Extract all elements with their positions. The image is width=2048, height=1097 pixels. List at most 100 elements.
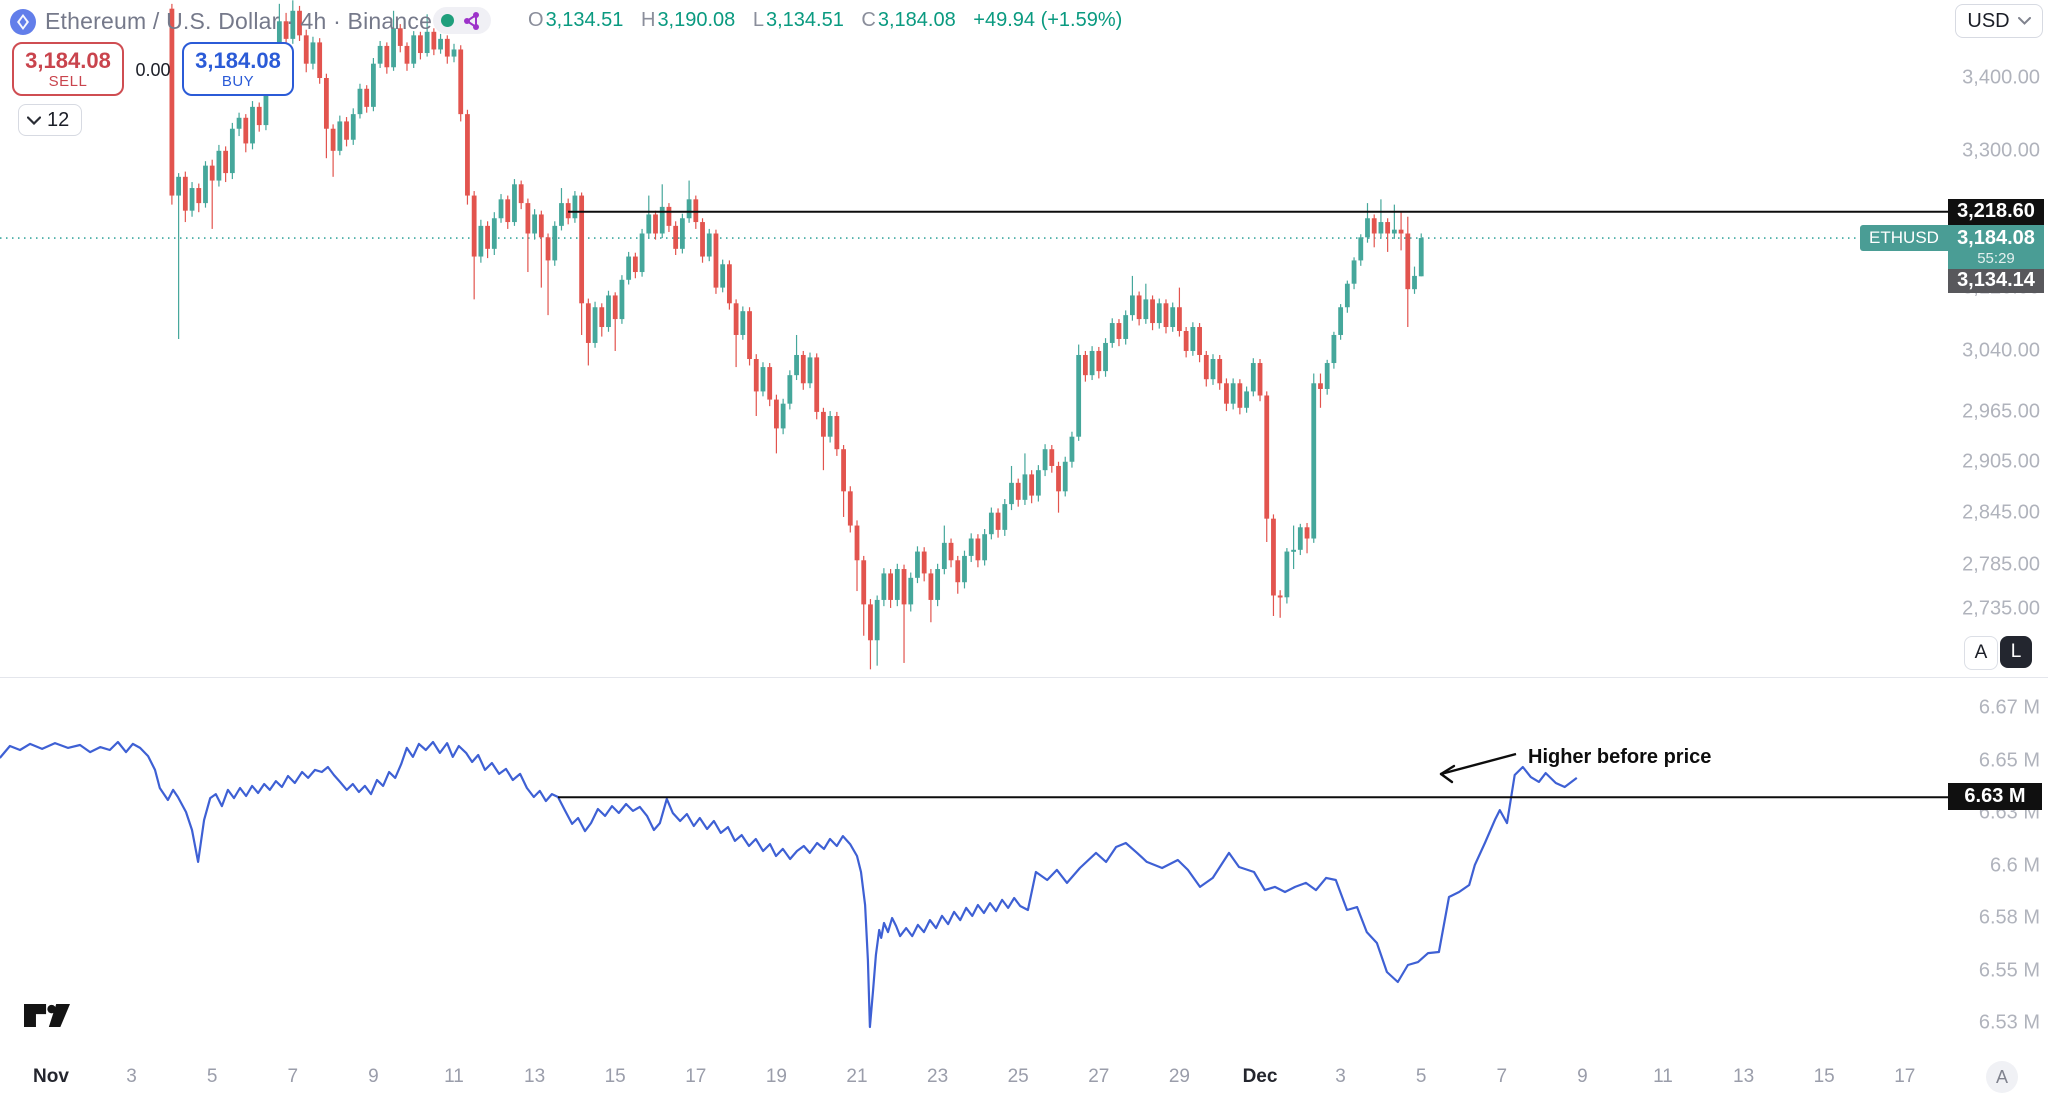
candlestick	[1418, 238, 1424, 277]
buy-button[interactable]: 3,184.08 BUY	[182, 42, 294, 96]
candlestick	[1344, 283, 1350, 308]
candlestick	[444, 38, 450, 57]
candlestick	[1351, 260, 1357, 284]
candlestick	[606, 295, 611, 328]
resistance-price-tag: 3,218.60	[1948, 198, 2044, 225]
candlestick	[243, 117, 249, 144]
candlestick	[525, 203, 531, 234]
supply-line-tag: 6.63 M	[1948, 783, 2042, 811]
candlestick	[632, 256, 638, 273]
time-axis-label: 5	[1415, 1066, 1427, 1087]
candlestick	[1035, 470, 1041, 496]
supply-axis-label: 6.65 M	[1978, 749, 2040, 771]
candlestick	[471, 195, 477, 257]
candlestick	[1291, 549, 1297, 552]
candlestick	[532, 214, 538, 234]
candlestick	[626, 256, 632, 280]
candlestick	[968, 538, 974, 556]
time-axis-label: 25	[1007, 1066, 1029, 1087]
status-pill[interactable]	[433, 7, 491, 34]
log-scale-button[interactable]: L	[2000, 636, 2032, 668]
candlestick	[888, 573, 893, 600]
auto-scale-button[interactable]: A	[1964, 636, 1998, 670]
candlestick	[1150, 299, 1155, 324]
symbol-header: Ethereum / U.S. Dollar · 4h · Binance	[10, 8, 432, 35]
candlestick	[263, 85, 269, 126]
candlestick	[1224, 383, 1229, 404]
candlestick	[1378, 222, 1384, 234]
candlestick	[733, 303, 739, 335]
price-axis-label: 3,300.00	[1962, 139, 2040, 162]
time-axis-label: 9	[368, 1066, 379, 1087]
candlestick	[1029, 474, 1035, 496]
time-axis[interactable]: Nov 3 5 7 9 11 13 15 17 19 21 23 25 27 29 Dec 3 5 7 9 11 13 15…	[0, 1060, 2048, 1097]
time-axis-label: 23	[927, 1066, 949, 1087]
supply-axis-label: 6.6 M	[1989, 854, 2040, 876]
annotation-arrow[interactable]	[1440, 752, 1517, 776]
chevron-down-icon	[27, 115, 41, 125]
high-label: H	[640, 9, 656, 31]
time-axis-label: 3	[126, 1066, 137, 1087]
candlestick	[720, 264, 726, 288]
candlestick	[1197, 327, 1202, 355]
interval-value: 12	[47, 108, 70, 131]
candlestick	[1358, 237, 1364, 261]
time-axis-label: 11	[1653, 1066, 1673, 1087]
candlestick	[559, 203, 564, 226]
candlestick	[579, 195, 585, 304]
time-axis-label: 5	[206, 1066, 218, 1087]
candlestick	[847, 491, 853, 526]
candlestick	[498, 199, 504, 219]
candlestick	[323, 78, 329, 129]
annotation-text[interactable]: Higher before price	[1528, 746, 1712, 768]
chevron-down-icon	[2017, 17, 2031, 25]
candlestick	[438, 38, 443, 50]
candlestick	[1143, 299, 1149, 320]
candlestick	[458, 49, 464, 115]
price-axis-label: 2,845.00	[1962, 501, 2040, 524]
candlestick	[1398, 229, 1404, 234]
candlestick	[921, 551, 927, 574]
sell-label: SELL	[48, 72, 88, 90]
currency-label: USD	[1967, 9, 2010, 32]
close-label: C	[861, 9, 876, 31]
candlestick	[915, 551, 920, 578]
candlestick	[350, 114, 356, 140]
candlestick	[1096, 350, 1102, 372]
candlestick	[518, 184, 524, 204]
sell-button[interactable]: 3,184.08 SELL	[12, 42, 124, 96]
candlestick	[250, 106, 255, 144]
candlestick	[176, 176, 182, 196]
supply-line-series	[0, 740, 1578, 1029]
supply-axis[interactable]: 6.67 M 6.65 M 6.63 M 6.6 M 6.58 M 6.55 M 6.53 …	[1948, 677, 2048, 1060]
time-axis-label: 17	[1894, 1066, 1916, 1087]
price-axis[interactable]: 3,400.003,300.003,120.003,040.002,965.00…	[1948, 0, 2048, 677]
candlestick	[1304, 527, 1310, 539]
candlestick	[391, 28, 396, 68]
time-axis-label: 27	[1088, 1066, 1110, 1087]
candlestick	[881, 573, 887, 600]
time-axis-label: Dec	[1242, 1066, 1278, 1087]
tradingview-logo[interactable]	[24, 1002, 70, 1030]
candlestick	[1042, 449, 1048, 471]
candlestick	[679, 218, 685, 249]
candlestick	[357, 88, 363, 115]
interval-dropdown[interactable]: 12	[18, 104, 83, 136]
candlestick	[297, 10, 302, 36]
candlestick	[1015, 482, 1021, 500]
symbol-title[interactable]: Ethereum / U.S. Dollar · 4h · Binance	[45, 8, 433, 34]
low-label: L	[752, 9, 764, 31]
candlestick	[1331, 334, 1337, 364]
candlestick	[189, 188, 195, 211]
candlestick	[478, 225, 484, 257]
time-axis-label: 11	[444, 1066, 464, 1087]
candlestick	[861, 560, 867, 605]
currency-selector[interactable]: USD	[1955, 4, 2043, 38]
pane-separator[interactable]	[0, 677, 2048, 678]
time-axis-a-button[interactable]: A	[1986, 1061, 2018, 1093]
candlestick	[1203, 354, 1209, 380]
candlestick	[901, 569, 907, 605]
supply-axis-label: 6.67 M	[1978, 696, 2040, 719]
candlestick	[962, 555, 967, 583]
